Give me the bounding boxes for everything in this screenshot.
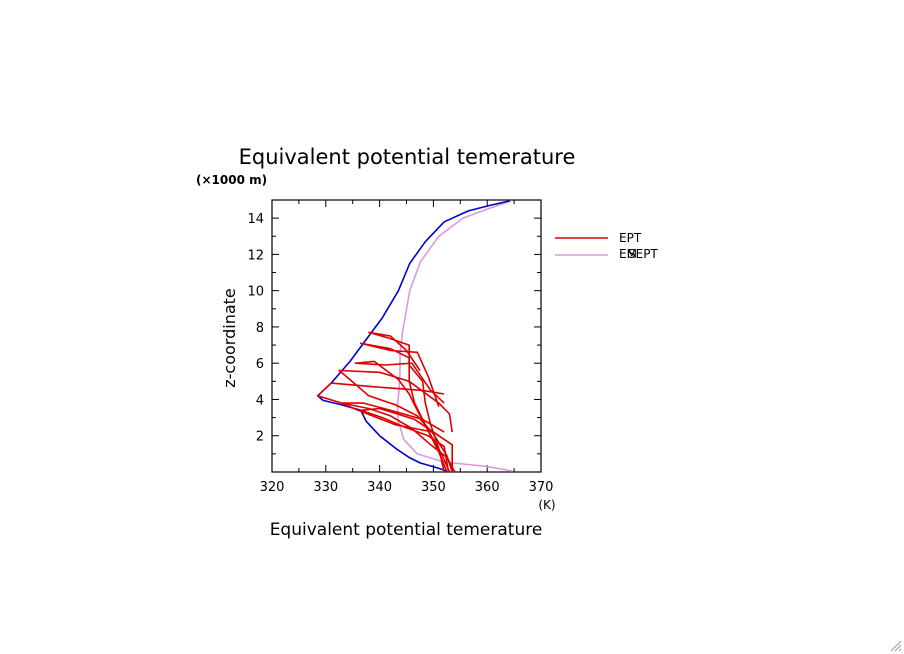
y-tick-label: 12 — [247, 248, 264, 263]
series-line-ept-4 — [360, 342, 448, 473]
series-line-ept-7 — [360, 407, 450, 473]
legend-label-ept: EPT — [619, 231, 642, 245]
data-series — [316, 200, 513, 473]
series-line-ept-1 — [316, 382, 456, 473]
y-axis-label: z-coordinate — [220, 288, 239, 388]
series-line-ept-3 — [354, 360, 451, 473]
y-unit-label: (×1000 m) — [196, 173, 267, 187]
series-line-ept-6 — [341, 402, 453, 472]
x-tick-label: 370 — [529, 480, 554, 495]
resize-grip-icon[interactable] — [888, 638, 902, 652]
legend-label-em: EM — [619, 247, 637, 261]
x-tick-label: 330 — [313, 480, 338, 495]
axes: 320 330 340 350 360 370 2 4 6 8 10 12 14 — [247, 199, 554, 495]
series-line-ept-5 — [368, 331, 445, 473]
chart-title: Equivalent potential temerature — [239, 145, 576, 169]
legend-label-sept: SEPT — [628, 247, 658, 261]
y-tick-label: 4 — [256, 393, 264, 408]
series-line-ept-2 — [338, 369, 453, 473]
y-tick-label: 2 — [256, 430, 264, 445]
x-tick-label: 360 — [475, 480, 500, 495]
x-tick-label: 340 — [367, 480, 392, 495]
plot-frame — [271, 199, 542, 473]
x-axis-label: Equivalent potential temerature — [270, 520, 543, 540]
y-tick-label: 10 — [247, 285, 264, 300]
x-tick-label: 320 — [260, 480, 285, 495]
y-tick-label: 14 — [247, 212, 264, 227]
x-tick-label: 350 — [421, 480, 446, 495]
x-unit-label: (K) — [538, 498, 555, 512]
y-tick-label: 8 — [256, 321, 264, 336]
y-tick-label: 6 — [256, 357, 264, 372]
